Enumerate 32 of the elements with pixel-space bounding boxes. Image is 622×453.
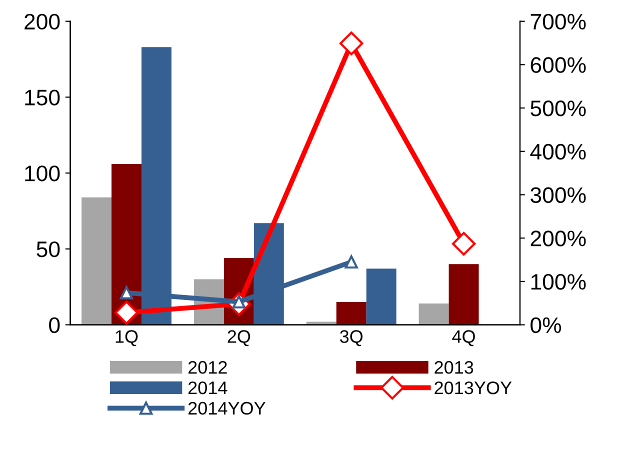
x-tick-label: 1Q — [116, 330, 138, 346]
y2-tick-label: 700% — [530, 14, 586, 30]
point — [344, 255, 358, 269]
x-tick-label: 3Q — [340, 330, 363, 346]
point — [114, 300, 138, 325]
legend-label: 2013YOY — [434, 381, 512, 394]
y2-tick-label: 200% — [530, 230, 586, 246]
y2-tick-label: 600% — [530, 57, 586, 73]
bar — [418, 304, 449, 325]
legend-label: 2012 — [188, 361, 227, 374]
point — [452, 232, 476, 256]
legend-label: 2014YOY — [188, 402, 266, 415]
bar — [336, 302, 366, 325]
x-tick-label: 4Q — [452, 330, 475, 346]
y-tick-label: 150 — [25, 90, 60, 106]
y2-tick-label: 300% — [530, 187, 586, 203]
y-tick-label: 0 — [49, 317, 60, 334]
bar — [448, 264, 479, 325]
point — [340, 32, 364, 56]
y-tick-label: 200 — [24, 14, 60, 30]
y2-tick-label: 0% — [530, 317, 562, 334]
point — [120, 286, 134, 300]
legend-label: 2014 — [188, 381, 228, 394]
y2-tick-label: 100% — [531, 274, 586, 290]
y-tick-label: 50 — [36, 241, 60, 258]
y2-tick-label: 500% — [530, 100, 586, 116]
x-tick-label: 2Q — [228, 330, 250, 346]
legend-label: 2013 — [434, 361, 474, 374]
bar — [366, 268, 396, 325]
bar — [82, 197, 112, 325]
y-tick-label: 100 — [25, 166, 60, 182]
y2-tick-label: 400% — [530, 144, 586, 160]
